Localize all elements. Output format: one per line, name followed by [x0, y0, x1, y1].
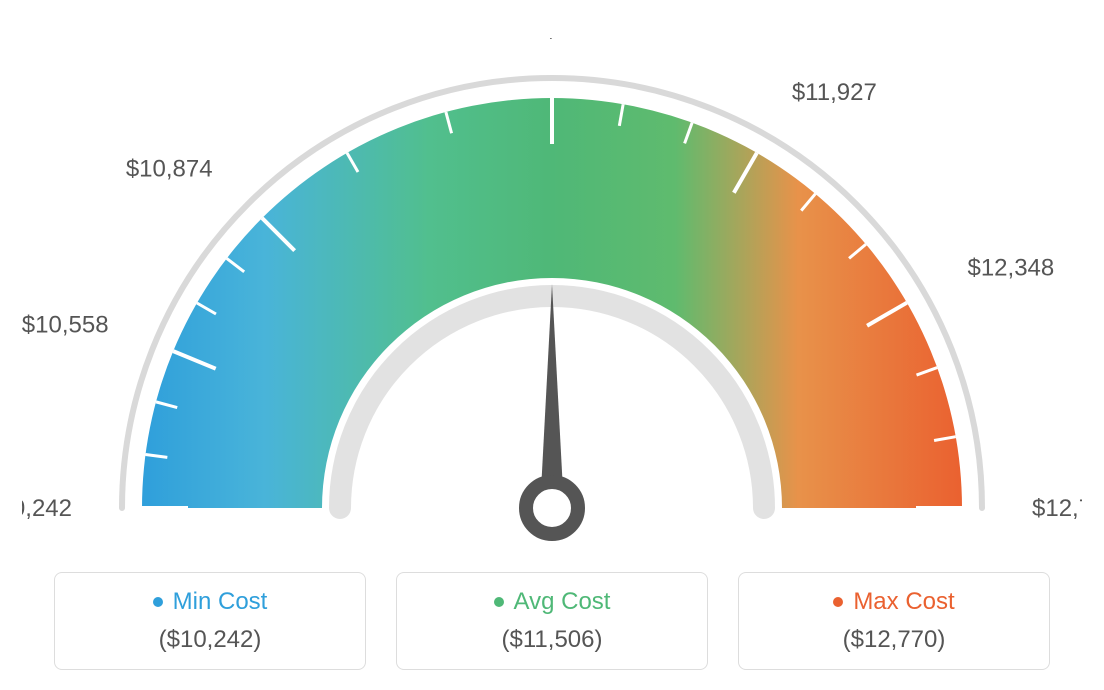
- legend-max-value: ($12,770): [843, 626, 946, 654]
- gauge-tick-label: $12,348: [967, 255, 1054, 282]
- legend-max-label: Max Cost: [853, 588, 954, 616]
- gauge-tick-label: $11,927: [792, 79, 877, 106]
- gauge-tick-label: $12,770: [1032, 495, 1082, 522]
- legend-max: Max Cost ($12,770): [738, 572, 1050, 670]
- legend-avg-dot: [494, 597, 504, 607]
- legend-avg: Avg Cost ($11,506): [396, 572, 708, 670]
- legend-avg-label: Avg Cost: [514, 588, 611, 616]
- legend-row: Min Cost ($10,242) Avg Cost ($11,506) Ma…: [0, 572, 1104, 670]
- legend-min-label: Min Cost: [173, 588, 268, 616]
- legend-min: Min Cost ($10,242): [54, 572, 366, 670]
- legend-avg-value: ($11,506): [502, 626, 603, 654]
- gauge-tick-label: $10,558: [22, 311, 109, 338]
- gauge-tick-label: $11,506: [510, 38, 595, 42]
- legend-min-value: ($10,242): [159, 626, 262, 654]
- gauge-tick-label: $10,242: [22, 495, 72, 522]
- cost-gauge: $10,242 $10,558 $10,874 $11,506 $11,927 $12,3…: [22, 38, 1082, 558]
- legend-max-dot: [833, 597, 843, 607]
- gauge-tick-label: $10,874: [126, 156, 213, 183]
- legend-min-dot: [153, 597, 163, 607]
